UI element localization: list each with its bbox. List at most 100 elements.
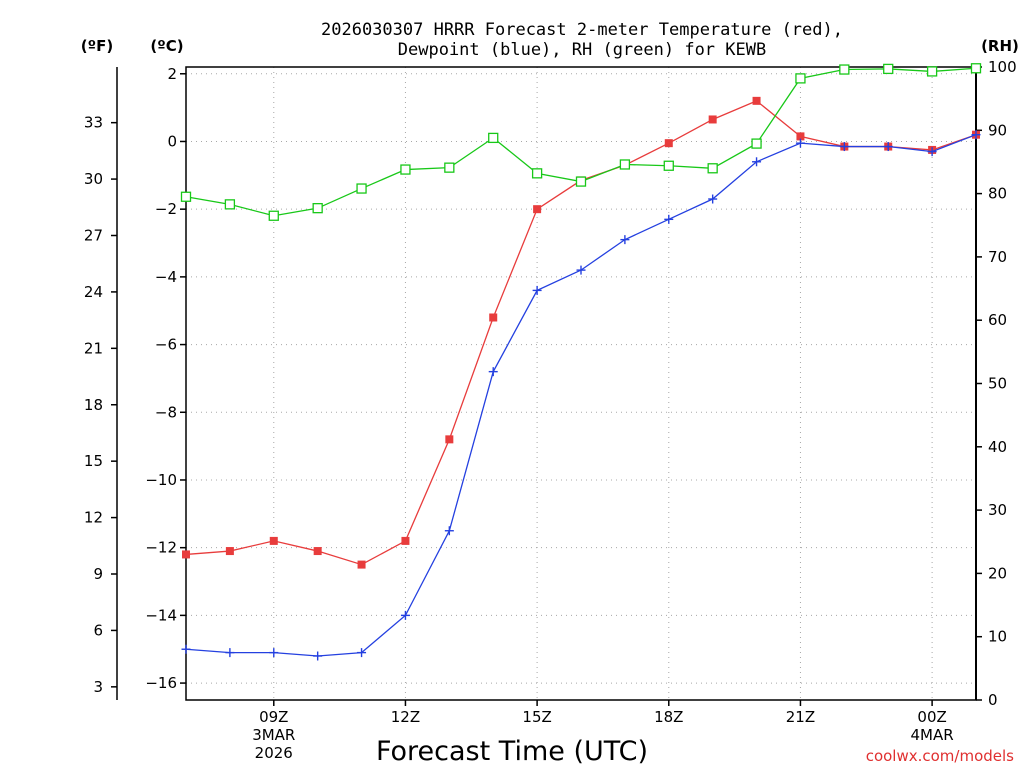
x-tick-date-label: 3MAR bbox=[252, 726, 295, 744]
rh-tick-label: 10 bbox=[988, 628, 1007, 646]
rh-tick-label: 70 bbox=[988, 248, 1007, 266]
rh-tick-label: 40 bbox=[988, 438, 1007, 456]
dewpoint-point bbox=[269, 648, 279, 658]
celsius-tick-label: −8 bbox=[155, 403, 177, 421]
temperature-point bbox=[796, 132, 805, 141]
celsius-tick-label: −10 bbox=[145, 471, 177, 489]
fahrenheit-tick-label: 6 bbox=[93, 621, 103, 639]
rh-tick-label: 100 bbox=[988, 58, 1017, 76]
rh-tick-label: 20 bbox=[988, 564, 1007, 582]
temperature-point bbox=[313, 547, 322, 556]
rh-point bbox=[926, 66, 938, 77]
chart-title-line-1: 2026030307 HRRR Forecast 2-meter Tempera… bbox=[321, 20, 843, 40]
dewpoint-point bbox=[752, 157, 762, 167]
temperature-point bbox=[357, 560, 366, 569]
axes bbox=[111, 66, 982, 706]
rh-point bbox=[619, 159, 631, 170]
dewpoint-point bbox=[400, 610, 410, 620]
celsius-tick-label: 2 bbox=[167, 65, 177, 83]
tick-labels: 333027242118151296320−2−4−6−8−10−12−14−1… bbox=[84, 58, 1017, 762]
rh-tick-label: 80 bbox=[988, 185, 1007, 203]
rh-point bbox=[751, 138, 762, 149]
fahrenheit-tick-label: 9 bbox=[93, 565, 103, 583]
celsius-tick-label: −14 bbox=[145, 606, 177, 624]
rh-point bbox=[883, 63, 894, 75]
temperature-point bbox=[445, 435, 454, 444]
temperature-point bbox=[533, 205, 542, 214]
dewpoint-point bbox=[883, 142, 893, 152]
fahrenheit-tick-label: 21 bbox=[84, 339, 103, 357]
rh-point bbox=[444, 162, 455, 173]
temperature-line bbox=[185, 100, 977, 566]
rh-line bbox=[185, 67, 977, 217]
rh-point bbox=[180, 191, 192, 202]
x-tick-year-label: 2026 bbox=[255, 744, 293, 762]
fahrenheit-tick-label: 30 bbox=[84, 170, 103, 188]
celsius-tick-label: 0 bbox=[167, 132, 177, 150]
dewpoint-point bbox=[971, 130, 981, 140]
rh-point bbox=[531, 168, 543, 179]
x-axis-title: Forecast Time (UTC) bbox=[376, 736, 648, 767]
temperature-point bbox=[708, 115, 717, 124]
celsius-tick-label: −16 bbox=[145, 674, 177, 692]
temperature-point bbox=[401, 536, 410, 545]
dewpoint-point bbox=[927, 147, 937, 157]
rh-point bbox=[224, 199, 236, 210]
dewpoint-point bbox=[532, 285, 542, 295]
fahrenheit-tick-label: 27 bbox=[84, 226, 103, 244]
dewpoint-point bbox=[664, 214, 674, 224]
rh-point bbox=[795, 73, 806, 84]
credit-text: coolwx.com/models bbox=[866, 747, 1014, 765]
temperature-point bbox=[225, 547, 234, 556]
x-tick-label: 00Z bbox=[917, 708, 946, 726]
fahrenheit-tick-label: 33 bbox=[84, 114, 103, 132]
celsius-tick-label: −2 bbox=[155, 200, 177, 218]
dewpoint-point bbox=[839, 142, 849, 152]
grid-lines bbox=[186, 67, 976, 700]
celsius-tick-label: −4 bbox=[155, 268, 177, 286]
rh-point bbox=[839, 64, 850, 75]
x-tick-label: 18Z bbox=[654, 708, 683, 726]
data-series bbox=[180, 63, 982, 661]
fahrenheit-tick-label: 18 bbox=[84, 396, 103, 414]
rh-tick-label: 60 bbox=[988, 311, 1007, 329]
x-tick-label: 21Z bbox=[786, 708, 815, 726]
fahrenheit-unit-label: (ºF) bbox=[81, 37, 113, 55]
temperature-point bbox=[269, 536, 278, 545]
x-tick-label: 15Z bbox=[522, 708, 551, 726]
rh-tick-label: 50 bbox=[988, 375, 1007, 393]
dewpoint-point bbox=[620, 235, 630, 245]
dewpoint-point bbox=[488, 367, 498, 377]
fahrenheit-tick-label: 24 bbox=[84, 283, 103, 301]
dewpoint-point bbox=[444, 526, 454, 536]
fahrenheit-tick-label: 15 bbox=[84, 452, 103, 470]
dewpoint-point bbox=[795, 138, 805, 148]
temperature-point bbox=[182, 550, 190, 559]
x-tick-date-label: 4MAR bbox=[911, 726, 954, 744]
rh-unit-label: (RH) bbox=[981, 37, 1019, 55]
dewpoint-point bbox=[225, 648, 235, 658]
dewpoint-point bbox=[313, 651, 323, 661]
plot-frame bbox=[185, 66, 977, 701]
rh-tick-label: 0 bbox=[988, 691, 998, 709]
rh-tick-label: 30 bbox=[988, 501, 1007, 519]
dewpoint-point bbox=[576, 265, 586, 275]
x-tick-label: 09Z bbox=[259, 708, 288, 726]
rh-point bbox=[970, 63, 982, 74]
dewpoint-point bbox=[708, 194, 718, 204]
rh-point bbox=[312, 203, 323, 214]
dewpoint-point bbox=[181, 644, 191, 654]
rh-tick-label: 90 bbox=[988, 121, 1007, 139]
dewpoint-point bbox=[357, 648, 367, 658]
temperature-point bbox=[489, 313, 498, 322]
rh-point bbox=[488, 132, 499, 144]
temperature-point bbox=[752, 96, 761, 105]
x-tick-label: 12Z bbox=[391, 708, 420, 726]
rh-point bbox=[663, 160, 674, 171]
fahrenheit-tick-label: 12 bbox=[84, 509, 103, 527]
chart-title-line-2: Dewpoint (blue), RH (green) for KEWB bbox=[398, 40, 766, 60]
celsius-tick-label: −6 bbox=[155, 336, 177, 354]
celsius-tick-label: −12 bbox=[145, 539, 177, 557]
rh-point bbox=[575, 176, 587, 187]
